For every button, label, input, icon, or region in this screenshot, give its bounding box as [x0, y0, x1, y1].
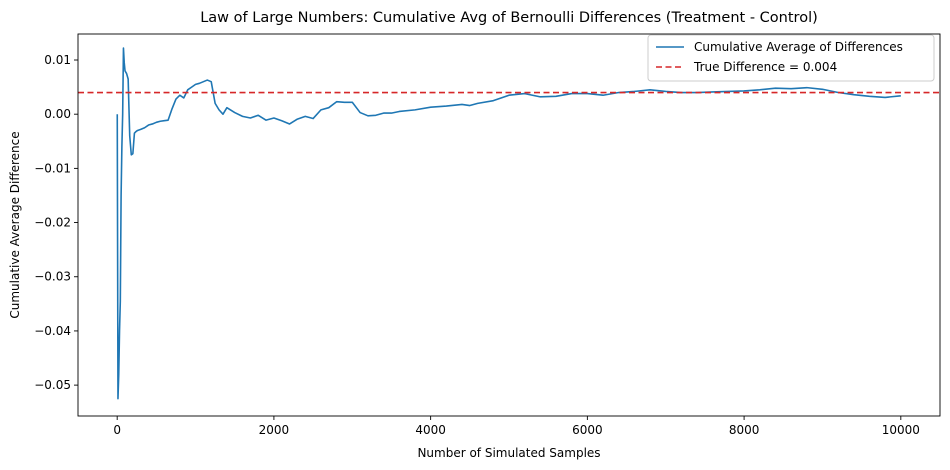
x-axis-ticks: 0 2000 4000 6000 8000 10000: [113, 416, 920, 437]
legend: Cumulative Average of Differences True D…: [647, 34, 935, 82]
x-tick-label: 6000: [572, 423, 603, 437]
y-tick-label: −0.02: [34, 216, 71, 230]
x-tick-label: 2000: [259, 423, 290, 437]
y-tick-label: 0.01: [44, 53, 71, 67]
y-tick-label: 0.00: [44, 107, 71, 121]
x-tick-label: 8000: [729, 423, 760, 437]
y-tick-label: −0.05: [34, 378, 71, 392]
x-tick-label: 4000: [415, 423, 446, 437]
legend-label-true-difference: True Difference = 0.004: [693, 60, 837, 74]
y-axis-title: Cumulative Average Difference: [8, 131, 22, 318]
legend-box: [647, 34, 935, 82]
legend-label-cumulative-average: Cumulative Average of Differences: [694, 40, 903, 54]
y-tick-label: −0.04: [34, 324, 71, 338]
x-axis-title: Number of Simulated Samples: [417, 446, 600, 460]
y-tick-label: −0.03: [34, 270, 71, 284]
series-line-cumulative-average: [116, 47, 901, 400]
plot-area: [78, 47, 940, 400]
x-tick-label: 10000: [882, 423, 920, 437]
y-tick-label: −0.01: [34, 161, 71, 175]
chart-title: Law of Large Numbers: Cumulative Avg of …: [200, 10, 818, 26]
y-axis-ticks: −0.05 −0.04 −0.03 −0.02 −0.01 0.00 0.01: [34, 53, 78, 392]
x-tick-label: 0: [113, 423, 121, 437]
axes-frame: [77, 33, 941, 417]
